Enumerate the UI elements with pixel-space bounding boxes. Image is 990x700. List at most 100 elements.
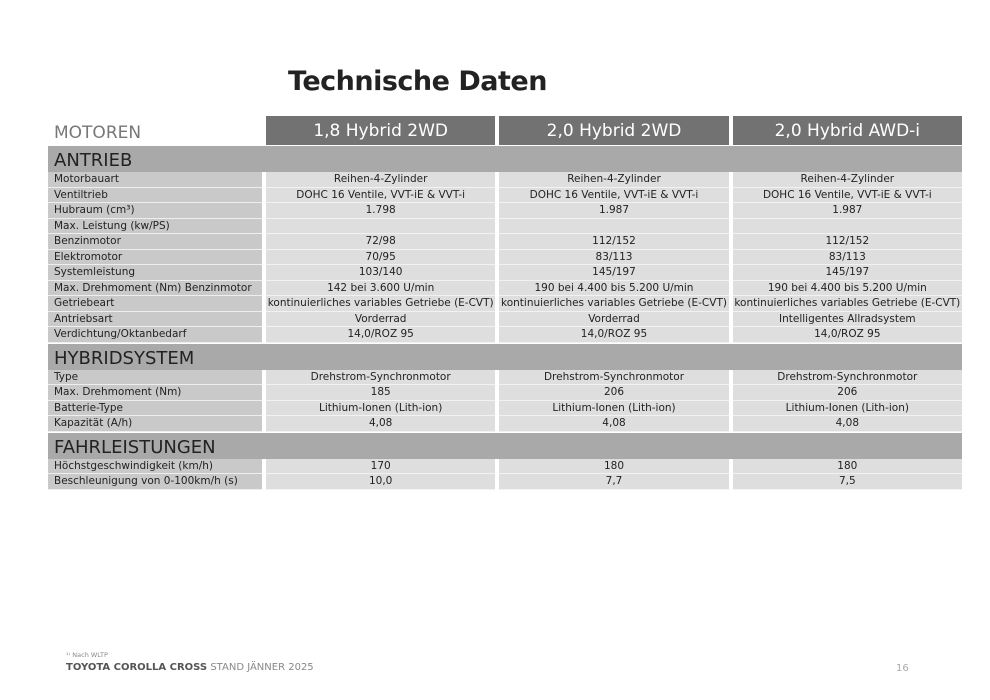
row-value: DOHC 16 Ventile, VVT-iE & VVT-i <box>266 187 496 203</box>
row-label: Beschleunigung von 0-100km/h (s) <box>48 474 262 490</box>
table-row: Type Drehstrom-Synchronmotor Drehstrom-Syn… <box>48 369 962 385</box>
table-row: Max. Drehmoment (Nm) Benzinmotor 142 bei … <box>48 280 962 296</box>
row-value: Drehstrom-Synchronmotor <box>732 369 962 385</box>
table-row: Max. Leistung (kw/PS) <box>48 218 962 234</box>
column-header: 1,8 Hybrid 2WD <box>266 116 496 145</box>
row-value: 70/95 <box>266 249 496 265</box>
row-label: Systemleistung <box>48 265 262 281</box>
row-value: kontinuierliches variables Getriebe (E-C… <box>499 296 729 312</box>
table-header: MOTOREN 1,8 Hybrid 2WD 2,0 Hybrid 2WD 2,… <box>48 116 962 145</box>
row-label: Benzinmotor <box>48 234 262 250</box>
spec-table: MOTOREN 1,8 Hybrid 2WD 2,0 Hybrid 2WD 2,… <box>48 116 962 490</box>
row-value: Reihen-4-Zylinder <box>499 172 729 188</box>
row-value: Reihen-4-Zylinder <box>266 172 496 188</box>
row-value: 180 <box>732 458 962 474</box>
row-value: 7,5 <box>732 474 962 490</box>
row-value: Reihen-4-Zylinder <box>732 172 962 188</box>
table-row: Elektromotor 70/95 83/113 83/113 <box>48 249 962 265</box>
row-value: Vorderrad <box>499 311 729 327</box>
table-row: Kapazität (A/h) 4,08 4,08 4,08 <box>48 416 962 432</box>
row-value: kontinuierliches variables Getriebe (E-C… <box>266 296 496 312</box>
row-value: 103/140 <box>266 265 496 281</box>
row-value: 180 <box>499 458 729 474</box>
row-label: Verdichtung/Oktanbedarf <box>48 327 262 343</box>
row-value: Lithium-Ionen (Lith-ion) <box>499 400 729 416</box>
table-row: Antriebsart Vorderrad Vorderrad Intelligent… <box>48 311 962 327</box>
row-value: Drehstrom-Synchronmotor <box>499 369 729 385</box>
row-value: 142 bei 3.600 U/min <box>266 280 496 296</box>
row-value: 4,08 <box>499 416 729 432</box>
row-value: 1.987 <box>732 203 962 219</box>
row-value <box>499 218 729 234</box>
row-value: 185 <box>266 385 496 401</box>
section-header: HYBRIDSYSTEM <box>48 343 962 370</box>
column-header: 2,0 Hybrid AWD-i <box>732 116 962 145</box>
section-header: FAHRLEISTUNGEN <box>48 432 962 459</box>
row-label: Hubraum (cm³) <box>48 203 262 219</box>
row-label: Elektromotor <box>48 249 262 265</box>
row-label: Batterie-Type <box>48 400 262 416</box>
table-row: Getriebeart kontinuierliches variables Ge… <box>48 296 962 312</box>
row-value: 14,0/ROZ 95 <box>499 327 729 343</box>
footnote: ¹⁾ Nach WLTP <box>66 651 108 659</box>
row-value: Drehstrom-Synchronmotor <box>266 369 496 385</box>
page-number: 16 <box>896 663 909 674</box>
column-header: 2,0 Hybrid 2WD <box>499 116 729 145</box>
row-label: Höchstgeschwindigkeit (km/h) <box>48 458 262 474</box>
header-label: MOTOREN <box>54 123 142 143</box>
row-value: 83/113 <box>499 249 729 265</box>
row-label: Kapazität (A/h) <box>48 416 262 432</box>
row-value: kontinuierliches variables Getriebe (E-C… <box>732 296 962 312</box>
row-value: 83/113 <box>732 249 962 265</box>
table-row: Systemleistung 103/140 145/197 145/197 <box>48 265 962 281</box>
row-value: 14,0/ROZ 95 <box>732 327 962 343</box>
table-row: Hubraum (cm³) 1.798 1.987 1.987 <box>48 203 962 219</box>
page-title: Technische Daten <box>288 66 547 97</box>
row-label: Type <box>48 369 262 385</box>
row-value: 145/197 <box>732 265 962 281</box>
row-value: 10,0 <box>266 474 496 490</box>
row-label: Antriebsart <box>48 311 262 327</box>
row-label: Max. Leistung (kw/PS) <box>48 218 262 234</box>
row-value: 170 <box>266 458 496 474</box>
row-value: Lithium-Ionen (Lith-ion) <box>732 400 962 416</box>
row-value: 1.987 <box>499 203 729 219</box>
row-value: 4,08 <box>732 416 962 432</box>
row-label: Max. Drehmoment (Nm) <box>48 385 262 401</box>
row-value: 206 <box>732 385 962 401</box>
table-row: Batterie-Type Lithium-Ionen (Lith-ion) Lit… <box>48 400 962 416</box>
row-value: 7,7 <box>499 474 729 490</box>
row-value: 72/98 <box>266 234 496 250</box>
table-row: Benzinmotor 72/98 112/152 112/152 <box>48 234 962 250</box>
footer-stand: STAND JÄNNER 2025 <box>210 662 314 673</box>
row-value: 145/197 <box>499 265 729 281</box>
table-row: Max. Drehmoment (Nm) 185 206 206 <box>48 385 962 401</box>
row-value: 112/152 <box>499 234 729 250</box>
table-row: Ventiltrieb DOHC 16 Ventile, VVT-iE & VVT… <box>48 187 962 203</box>
row-value: 14,0/ROZ 95 <box>266 327 496 343</box>
footer: TOYOTA COROLLA CROSS STAND JÄNNER 2025 <box>66 662 314 673</box>
section-header: ANTRIEB <box>48 146 962 172</box>
row-value: Intelligentes Allradsystem <box>732 311 962 327</box>
row-value: 4,08 <box>266 416 496 432</box>
row-value: Vorderrad <box>266 311 496 327</box>
table-body: ANTRIEB Motorbauart Reihen-4-Zylinder Reihe… <box>48 146 962 490</box>
row-value: 190 bei 4.400 bis 5.200 U/min <box>499 280 729 296</box>
table-row: Verdichtung/Oktanbedarf 14,0/ROZ 95 14,0/R… <box>48 327 962 343</box>
row-label: Ventiltrieb <box>48 187 262 203</box>
row-value: 112/152 <box>732 234 962 250</box>
row-value: DOHC 16 Ventile, VVT-iE & VVT-i <box>732 187 962 203</box>
row-value: DOHC 16 Ventile, VVT-iE & VVT-i <box>499 187 729 203</box>
table-row: Höchstgeschwindigkeit (km/h) 170 180 180 <box>48 458 962 474</box>
row-label: Motorbauart <box>48 172 262 188</box>
row-value: 206 <box>499 385 729 401</box>
row-value: Lithium-Ionen (Lith-ion) <box>266 400 496 416</box>
footer-brand: TOYOTA COROLLA CROSS <box>66 662 208 673</box>
row-label: Getriebeart <box>48 296 262 312</box>
row-value <box>732 218 962 234</box>
row-value: 190 bei 4.400 bis 5.200 U/min <box>732 280 962 296</box>
table-row: Beschleunigung von 0-100km/h (s) 10,0 7,7 7… <box>48 474 962 490</box>
row-value: 1.798 <box>266 203 496 219</box>
row-value <box>266 218 496 234</box>
row-label: Max. Drehmoment (Nm) Benzinmotor <box>48 280 262 296</box>
